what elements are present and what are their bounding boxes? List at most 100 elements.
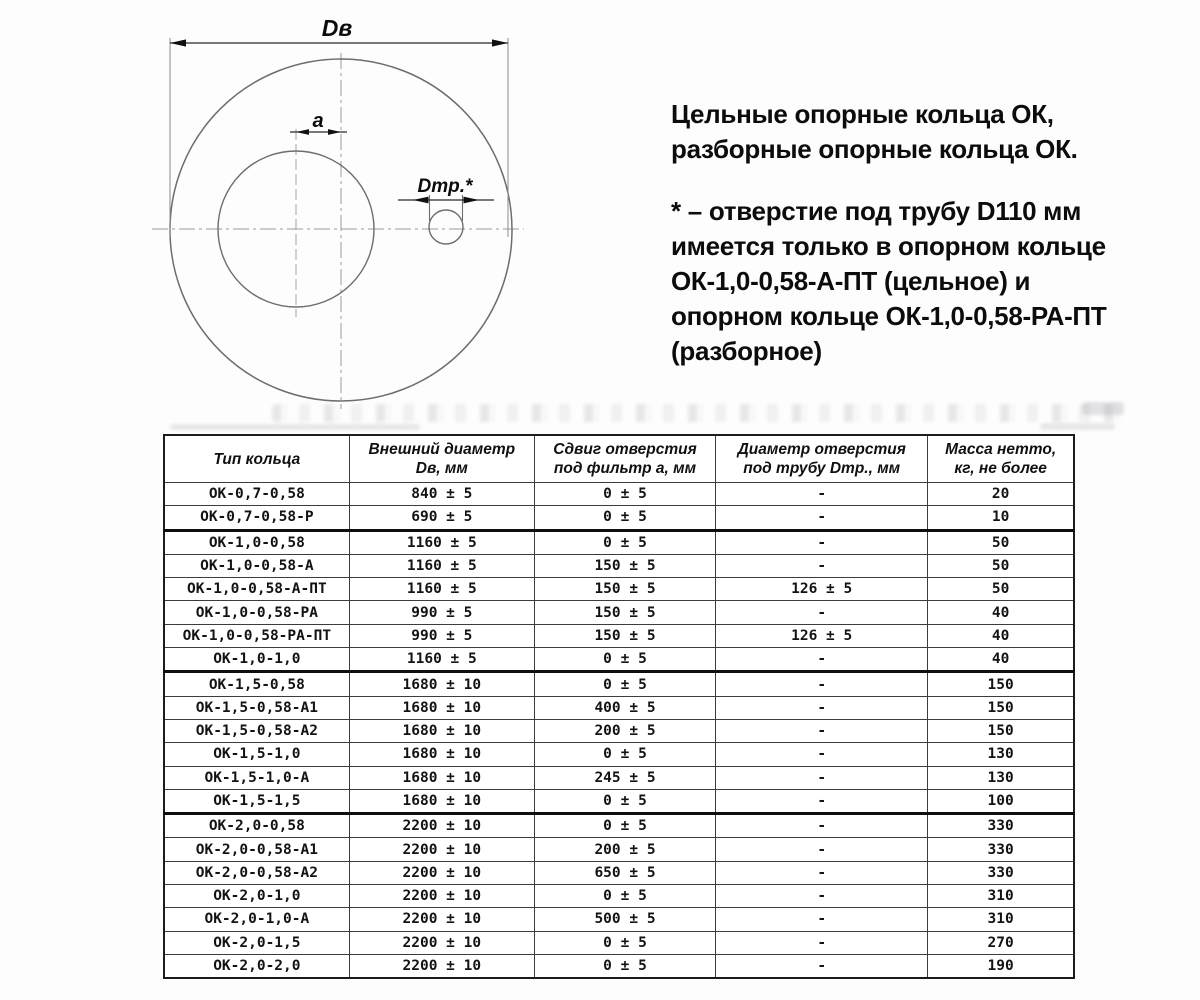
table-cell: 2200 ± 10 xyxy=(348,837,535,862)
table-cell: - xyxy=(715,695,929,720)
table-cell: 1680 ± 10 xyxy=(348,742,535,767)
table-cell: 1160 ± 5 xyxy=(348,577,535,602)
table-cell: 2200 ± 10 xyxy=(348,860,535,886)
table-cell: 0 ± 5 xyxy=(533,671,717,697)
table-cell: 690 ± 5 xyxy=(348,505,535,532)
table-cell: 840 ± 5 xyxy=(348,481,535,507)
table-cell: 150 ± 5 xyxy=(533,553,717,579)
table-cell: 10 xyxy=(927,505,1075,532)
table-cell: 0 ± 5 xyxy=(533,884,717,909)
table-cell: - xyxy=(715,529,929,555)
table-cell: - xyxy=(715,718,929,744)
table-row: ОК-1,5-1,0 1680 ± 10 0 ± 5-130 xyxy=(163,742,1075,767)
table-cell: ОК-2,0-2,0 xyxy=(163,953,350,979)
table-cell: 330 xyxy=(927,837,1075,862)
table-row: ОК-1,0-0,58-РА 990 ± 5 150 ± 5-40 xyxy=(163,600,1075,625)
table-cell: ОК-1,0-0,58 xyxy=(163,529,350,555)
table-cell: ОК-1,5-0,58-А1 xyxy=(163,695,350,720)
table-cell: 40 xyxy=(927,600,1075,625)
table-cell: 100 xyxy=(927,788,1075,816)
table-cell: 190 xyxy=(927,953,1075,979)
table-cell: 0 ± 5 xyxy=(533,742,717,767)
table-cell: ОК-1,0-0,58-РА-ПТ xyxy=(163,623,350,649)
table-cell: 130 xyxy=(927,742,1075,767)
table-cell: 130 xyxy=(927,765,1075,790)
table-cell: - xyxy=(715,884,929,909)
table-cell: 1680 ± 10 xyxy=(348,788,535,816)
table-cell: - xyxy=(715,765,929,790)
table-cell: 0 ± 5 xyxy=(533,813,717,839)
table-row: ОК-1,5-1,5 1680 ± 10 0 ± 5-100 xyxy=(163,788,1075,816)
table-row: ОК-2,0-0,58 2200 ± 10 0 ± 5-330 xyxy=(163,813,1075,839)
table-row: ОК-2,0-1,0 2200 ± 10 0 ± 5-310 xyxy=(163,884,1075,909)
table-cell: 150 ± 5 xyxy=(533,623,717,649)
column-header: Масса нетто, кг, не более xyxy=(927,434,1075,483)
table-cell: - xyxy=(715,788,929,816)
table-row: ОК-2,0-2,0 2200 ± 10 0 ± 5-190 xyxy=(163,953,1075,979)
table-row: ОК-1,5-0,58-А1 1680 ± 10 400 ± 5-150 xyxy=(163,695,1075,720)
table-cell: 20 xyxy=(927,481,1075,507)
table-cell: ОК-1,5-1,5 xyxy=(163,788,350,816)
table-cell: 150 xyxy=(927,718,1075,744)
spec-table: Тип кольца Внешний диаметр Dв, мм Сдвиг от… xyxy=(163,434,1075,980)
table-cell: 330 xyxy=(927,860,1075,886)
table-cell: - xyxy=(715,742,929,767)
filter-offset-label: а xyxy=(312,110,323,132)
table-cell: ОК-1,0-0,58-А-ПТ xyxy=(163,577,350,602)
table-row: ОК-1,5-1,0-А 1680 ± 10 245 ± 5-130 xyxy=(163,765,1075,790)
table-cell: ОК-1,0-1,0 xyxy=(163,647,350,674)
table-cell: 1680 ± 10 xyxy=(348,695,535,720)
table-cell: 0 ± 5 xyxy=(533,953,717,979)
table-row: ОК-2,0-0,58-А2 2200 ± 10 650 ± 5-330 xyxy=(163,860,1075,886)
table-cell: ОК-1,0-0,58-РА xyxy=(163,600,350,625)
column-header: Сдвиг отверстия под фильтр а, мм xyxy=(533,434,717,483)
table-cell: 990 ± 5 xyxy=(348,600,535,625)
smudge-mark xyxy=(1082,402,1124,415)
header-row: Тип кольца Внешний диаметр Dв, мм Сдвиг от… xyxy=(163,434,1075,483)
table-cell: 650 ± 5 xyxy=(533,860,717,886)
table-cell: 150 ± 5 xyxy=(533,600,717,625)
table-cell: 310 xyxy=(927,884,1075,909)
table-cell: 330 xyxy=(927,813,1075,839)
table-cell: 40 xyxy=(927,647,1075,674)
filter-offset-dimension: а xyxy=(290,110,347,135)
description-block: Цельные опорные кольца ОК, разборные опо… xyxy=(671,97,1151,369)
column-header: Тип кольца xyxy=(163,434,350,483)
pipe-hole-label: Dтр.* xyxy=(418,176,475,197)
table-cell: 1680 ± 10 xyxy=(348,765,535,790)
table-cell: 1160 ± 5 xyxy=(348,553,535,579)
table-cell: ОК-2,0-1,0-А xyxy=(163,907,350,932)
table-cell: ОК-1,5-1,0 xyxy=(163,742,350,767)
table-cell: 0 ± 5 xyxy=(533,647,717,674)
table-cell: 50 xyxy=(927,553,1075,579)
table-cell: ОК-0,7-0,58-Р xyxy=(163,505,350,532)
table-cell: 0 ± 5 xyxy=(533,481,717,507)
table-cell: - xyxy=(715,907,929,932)
table-cell: - xyxy=(715,671,929,697)
table-cell: 1680 ± 10 xyxy=(348,718,535,744)
table-cell: 0 ± 5 xyxy=(533,930,717,955)
table-row: ОК-1,5-0,58 1680 ± 10 0 ± 5-150 xyxy=(163,671,1075,697)
table-cell: 126 ± 5 xyxy=(715,577,929,602)
table-cell: - xyxy=(715,953,929,979)
table-cell: 400 ± 5 xyxy=(533,695,717,720)
table-cell: 2200 ± 10 xyxy=(348,884,535,909)
table-cell: - xyxy=(715,481,929,507)
table-cell: - xyxy=(715,813,929,839)
table-cell: 0 ± 5 xyxy=(533,529,717,555)
table-cell: ОК-1,5-0,58-А2 xyxy=(163,718,350,744)
table-cell: 2200 ± 10 xyxy=(348,953,535,979)
table-cell: ОК-0,7-0,58 xyxy=(163,481,350,507)
column-header: Внешний диаметр Dв, мм xyxy=(348,434,535,483)
smudge-mark xyxy=(170,424,420,430)
table-cell: 1680 ± 10 xyxy=(348,671,535,697)
table-cell: ОК-2,0-1,5 xyxy=(163,930,350,955)
table-cell: ОК-1,0-0,58-А xyxy=(163,553,350,579)
table-cell: 126 ± 5 xyxy=(715,623,929,649)
spec-table-container: Тип кольца Внешний диаметр Dв, мм Сдвиг от… xyxy=(163,434,1075,980)
table-cell: 0 ± 5 xyxy=(533,788,717,816)
